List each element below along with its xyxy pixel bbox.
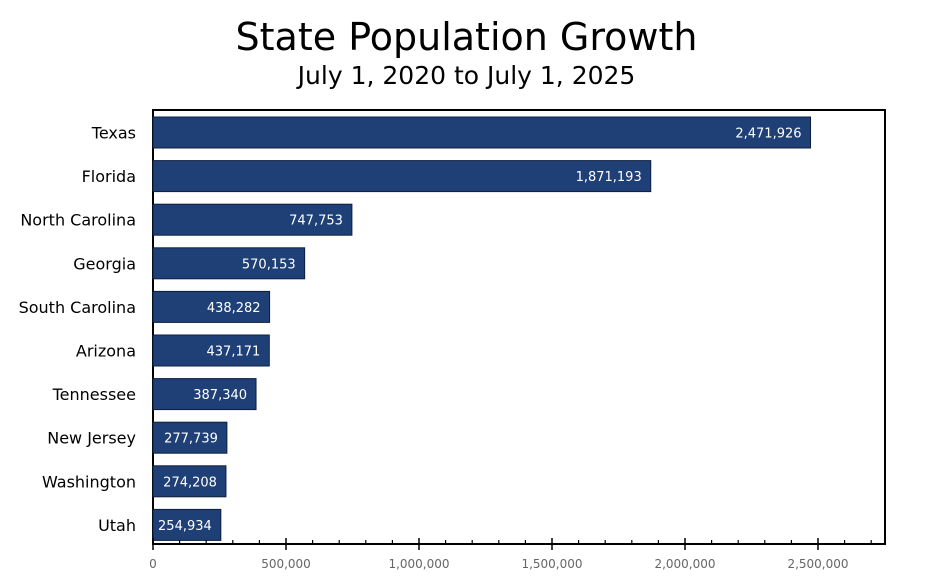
x-tick-label: 2,000,000 [654,557,715,571]
data-label: 277,739 [164,432,218,447]
category-label: Washington [42,472,136,491]
x-tick-label: 1,000,000 [388,557,449,571]
bar-new-jersey [152,421,228,454]
category-label: Georgia [73,254,136,273]
data-label: 747,753 [289,214,343,229]
data-label: 254,934 [158,519,212,534]
bar-florida [152,160,652,193]
category-label: Arizona [76,342,136,361]
bar-washington [152,465,227,498]
data-label: 387,340 [193,388,247,403]
x-tick-label: 2,500,000 [787,557,848,571]
data-label: 274,208 [163,475,217,490]
data-label: 437,171 [207,345,261,360]
plot-frame [152,109,886,545]
category-label: New Jersey [47,429,136,448]
chart-subtitle: July 1, 2020 to July 1, 2025 [297,61,636,90]
x-tick-label: 500,000 [261,557,311,571]
category-label: Utah [98,516,136,535]
x-tick-label: 1,500,000 [521,557,582,571]
data-label: 2,471,926 [735,127,801,142]
bar-texas [152,116,812,149]
data-label: 570,153 [242,257,296,272]
category-label: Texas [91,124,136,143]
chart-title: State Population Growth [235,15,698,59]
category-label: South Carolina [19,298,136,317]
bar-north-carolina [152,203,353,236]
bar-utah [152,508,222,541]
x-tick-label: 0 [149,557,157,571]
category-label: Tennessee [52,385,136,404]
bar-south-carolina [152,290,271,323]
data-label: 1,871,193 [576,170,642,185]
data-label: 438,282 [207,301,261,316]
bar-tennessee [152,378,257,411]
category-label: North Carolina [20,211,136,230]
bar-arizona [152,334,270,367]
bar-georgia [152,247,306,280]
category-label: Florida [82,167,136,186]
